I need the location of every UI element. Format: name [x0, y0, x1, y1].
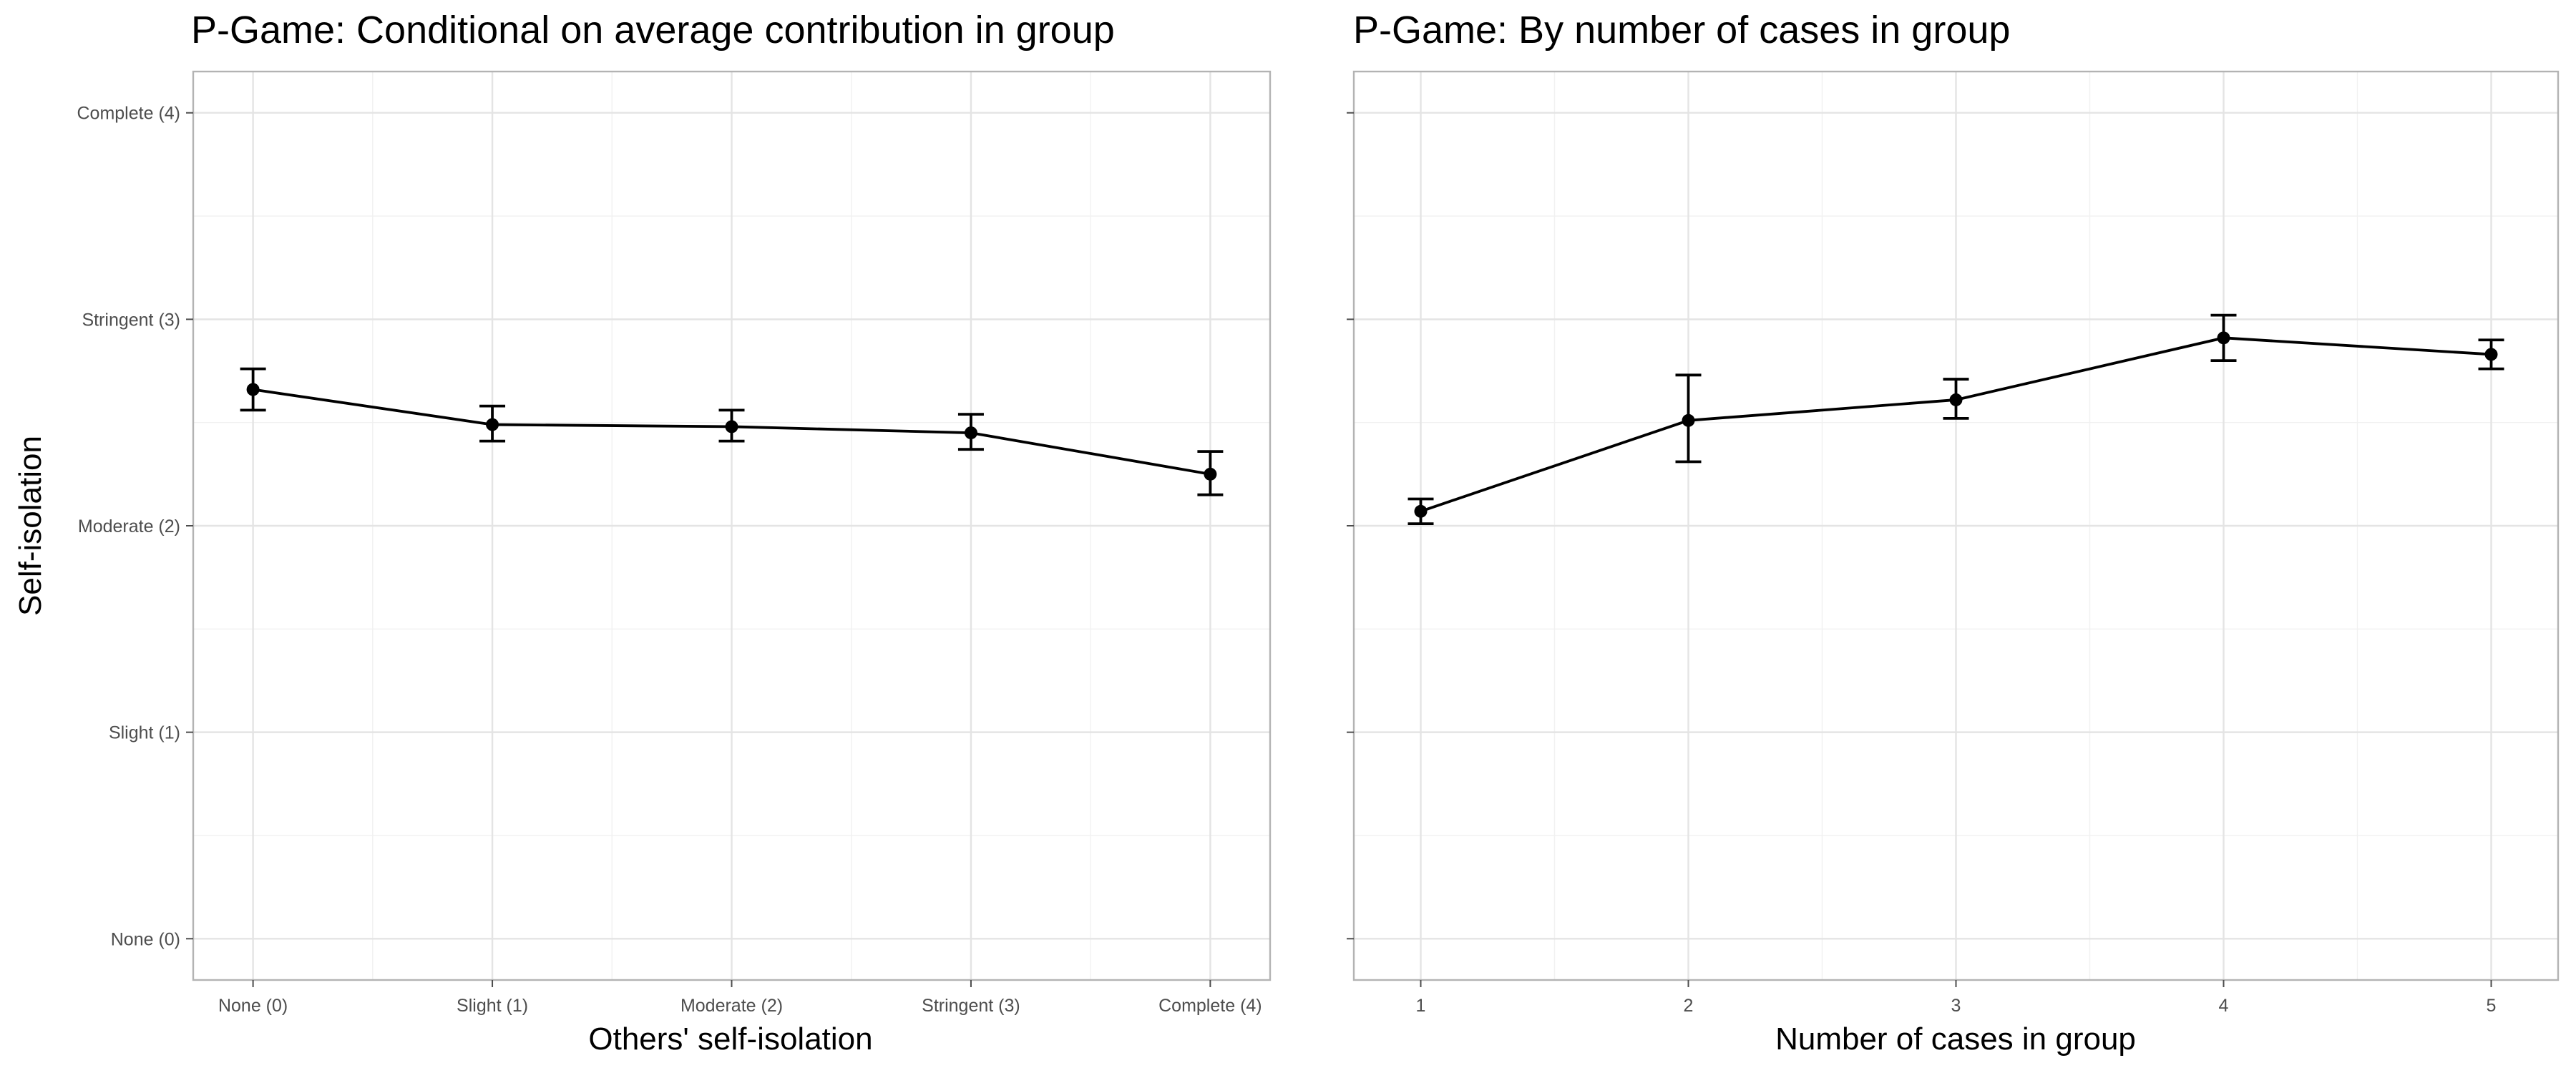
left-panel-marks [240, 367, 1224, 496]
right-panel-marks [1407, 313, 2504, 526]
left-panel-data-point [1204, 467, 1217, 481]
left-panel-data-point [725, 420, 738, 433]
left-panel-x-tick-label: Stringent (3) [922, 996, 1020, 1016]
right-panel-x-axis-label: Number of cases in group [1775, 1021, 2136, 1057]
left-panel-x-tick-label: Moderate (2) [680, 996, 783, 1016]
left-panel-data-point [964, 426, 977, 440]
y-axis-label: Self-isolation [13, 436, 48, 616]
right-panel-x-tick-label: 5 [2487, 996, 2497, 1016]
left-panel-title: P-Game: Conditional on average contribut… [191, 9, 1115, 52]
left-panel-data-point [486, 418, 499, 431]
left-panel-x-tick-label: Slight (1) [457, 996, 528, 1016]
left-panel-y-tick-label: Complete (4) [77, 104, 181, 124]
right-panel-data-point [1414, 504, 1428, 518]
left-panel-y-tick-label: Slight (1) [109, 723, 180, 743]
right-panel-data-point [2484, 348, 2498, 361]
left-panel-x-axis-label: Others' self-isolation [588, 1021, 872, 1057]
left-panel-y-tick-label: None (0) [111, 929, 180, 949]
left-panel-y-tick-label: Stringent (3) [82, 310, 180, 330]
left-panel-y-tick-label: Moderate (2) [78, 516, 180, 536]
left-panel: P-Game: Conditional on average contribut… [77, 9, 1272, 1057]
left-panel-data-point [246, 383, 260, 396]
right-panel-x-tick-label: 3 [1951, 996, 1961, 1016]
right-panel-grid [1354, 72, 2558, 980]
right-panel-data-point [2217, 331, 2230, 345]
right-panel-x-tick-label: 2 [1684, 996, 1694, 1016]
right-panel-axes: 1 2 3 4 5 [1347, 70, 2560, 1016]
right-panel-x-tick-label: 1 [1416, 996, 1426, 1016]
left-panel-axes: None (0) Slight (1) Moderate (2) Stringent … [77, 70, 1272, 1016]
right-panel-title: P-Game: By number of cases in group [1353, 9, 2010, 52]
left-panel-x-tick-label: Complete (4) [1158, 996, 1262, 1016]
right-panel: P-Game: By number of cases in group Numb… [1347, 9, 2560, 1057]
left-panel-grid [193, 72, 1270, 980]
right-panel-data-point [1682, 413, 1695, 427]
left-panel-x-tick-label: None (0) [218, 996, 288, 1016]
right-panel-data-point [1949, 393, 1963, 406]
right-panel-x-tick-label: 4 [2219, 996, 2229, 1016]
